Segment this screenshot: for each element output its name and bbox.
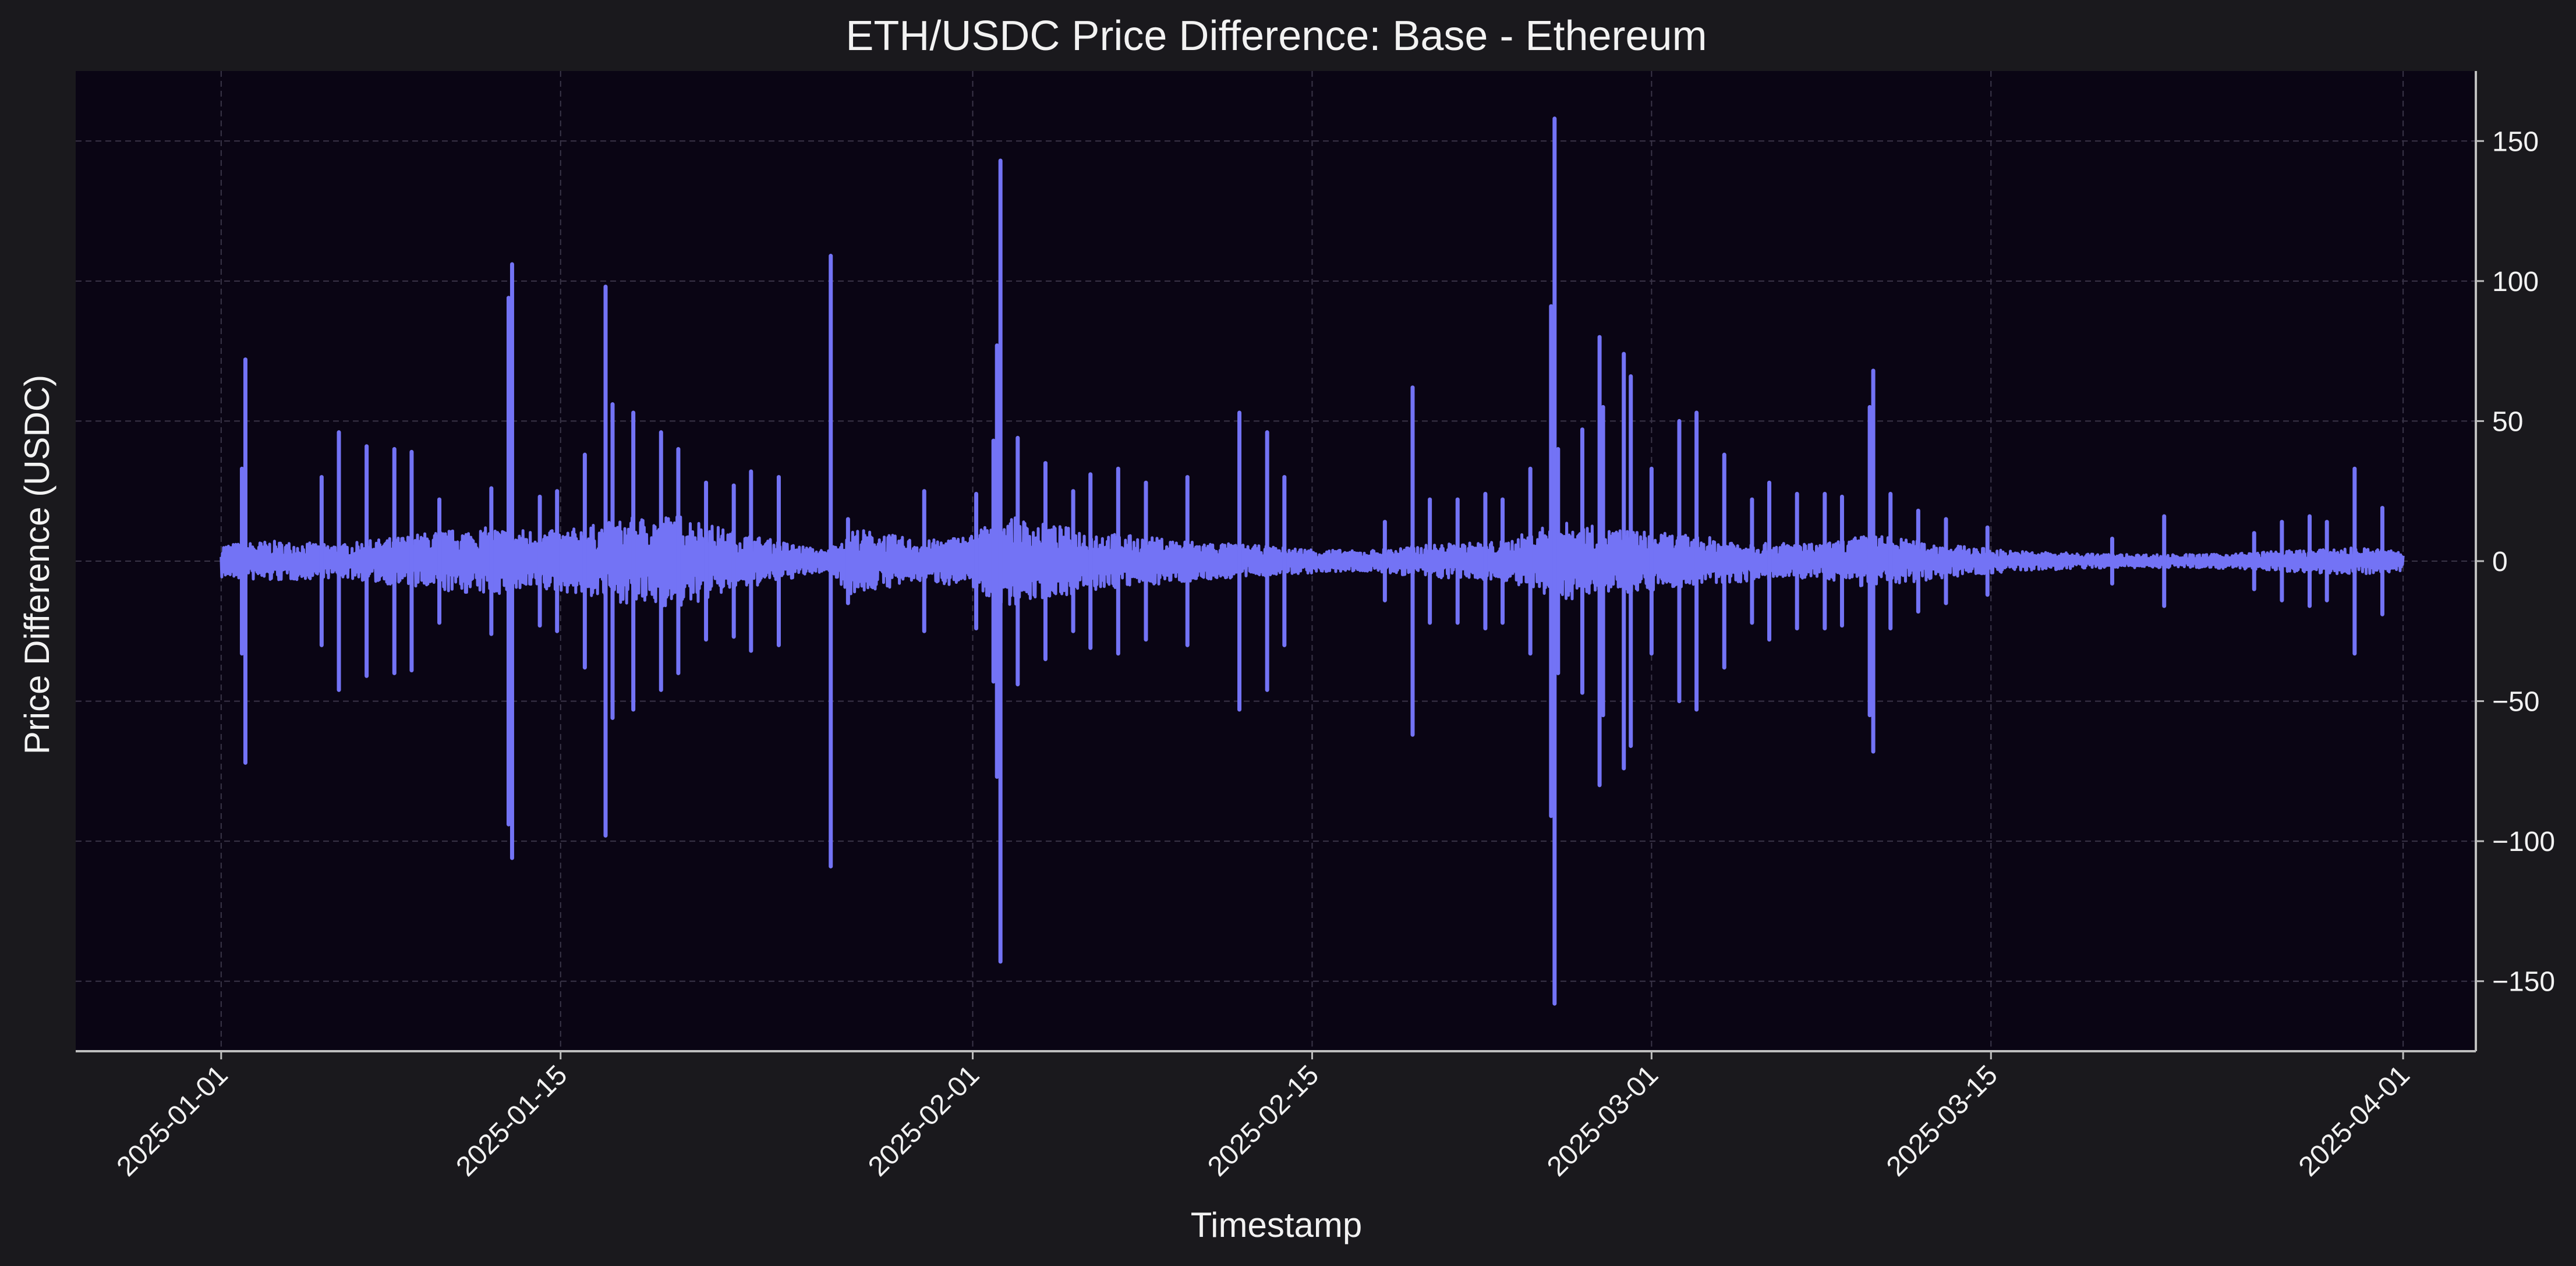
chart-title: ETH/USDC Price Difference: Base - Ethere… — [845, 13, 1707, 59]
series-0 — [220, 116, 2405, 1006]
series-layer — [220, 116, 2405, 1006]
y-tick-label: 150 — [2492, 126, 2539, 157]
y-tick-label: 50 — [2492, 406, 2523, 437]
y-tick-label: −100 — [2492, 827, 2555, 857]
x-axis-label: Timestamp — [1191, 1205, 1363, 1244]
y-tick-label: −150 — [2492, 967, 2555, 998]
y-axis-label: Price Difference (USDC) — [17, 375, 56, 754]
y-axis-ticks: −150 −100 −50 0 50 100 150 — [2476, 126, 2555, 998]
y-tick-label: 100 — [2492, 267, 2539, 297]
y-tick-label: 0 — [2492, 547, 2508, 577]
y-tick-label: −50 — [2492, 687, 2539, 718]
